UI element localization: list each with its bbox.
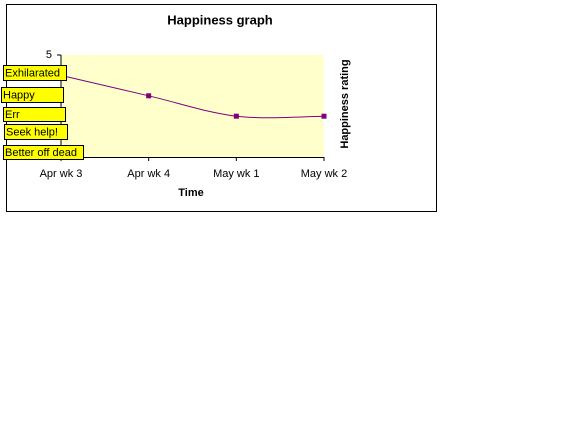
annotation-box bbox=[1, 87, 64, 103]
point bbox=[233, 113, 239, 119]
x-tick-label: May wk 2 bbox=[301, 168, 347, 180]
y-tick-label: 5 bbox=[46, 49, 52, 61]
chart-title: Happiness graph bbox=[167, 12, 273, 27]
point bbox=[321, 113, 327, 119]
annotation-box bbox=[3, 145, 84, 160]
annotation-box bbox=[3, 107, 66, 122]
annotation: Exhilarated bbox=[5, 67, 60, 79]
annotation: Better off dead bbox=[5, 147, 77, 159]
y-axis-title: Happiness rating bbox=[339, 59, 351, 148]
x-axis-title: Time bbox=[178, 187, 203, 199]
x-tick-label: May wk 1 bbox=[213, 168, 259, 180]
annotation-box bbox=[4, 124, 68, 140]
annotation-box bbox=[3, 65, 67, 81]
annotation: Seek help! bbox=[6, 126, 58, 138]
annotation: Err bbox=[5, 109, 20, 121]
x-tick-label: Apr wk 3 bbox=[40, 168, 83, 180]
annotation: Happy bbox=[3, 89, 35, 101]
point bbox=[146, 93, 152, 99]
plot-area bbox=[61, 55, 324, 157]
line bbox=[60, 74, 325, 119]
x-tick-label: Apr wk 4 bbox=[127, 168, 170, 180]
